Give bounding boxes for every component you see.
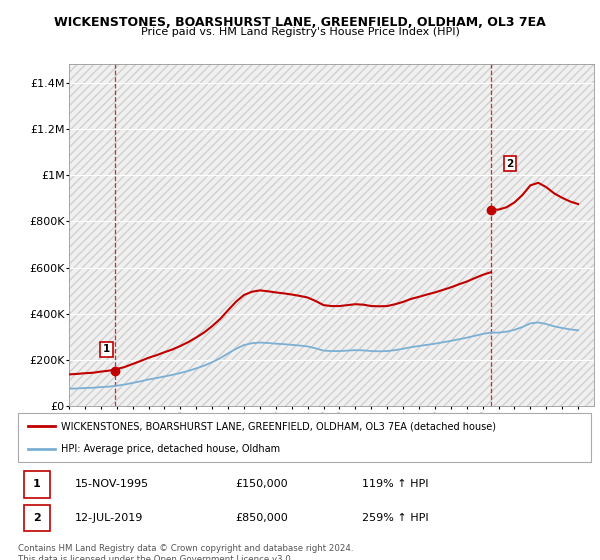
FancyBboxPatch shape	[24, 471, 50, 498]
Text: 2: 2	[506, 158, 514, 169]
Text: 12-JUL-2019: 12-JUL-2019	[76, 513, 143, 523]
Text: WICKENSTONES, BOARSHURST LANE, GREENFIELD, OLDHAM, OL3 7EA (detached house): WICKENSTONES, BOARSHURST LANE, GREENFIEL…	[61, 421, 496, 431]
FancyBboxPatch shape	[24, 505, 50, 531]
Text: £850,000: £850,000	[236, 513, 289, 523]
Text: 15-NOV-1995: 15-NOV-1995	[76, 479, 149, 489]
Text: 1: 1	[103, 344, 110, 354]
Text: WICKENSTONES, BOARSHURST LANE, GREENFIELD, OLDHAM, OL3 7EA: WICKENSTONES, BOARSHURST LANE, GREENFIEL…	[54, 16, 546, 29]
FancyBboxPatch shape	[18, 413, 591, 462]
Text: Contains HM Land Registry data © Crown copyright and database right 2024.
This d: Contains HM Land Registry data © Crown c…	[18, 544, 353, 560]
Text: HPI: Average price, detached house, Oldham: HPI: Average price, detached house, Oldh…	[61, 444, 280, 454]
Text: £150,000: £150,000	[236, 479, 289, 489]
Text: 1: 1	[33, 479, 40, 489]
Text: 2: 2	[33, 513, 40, 523]
Text: 119% ↑ HPI: 119% ↑ HPI	[362, 479, 428, 489]
Text: Price paid vs. HM Land Registry's House Price Index (HPI): Price paid vs. HM Land Registry's House …	[140, 27, 460, 37]
Text: 259% ↑ HPI: 259% ↑ HPI	[362, 513, 428, 523]
